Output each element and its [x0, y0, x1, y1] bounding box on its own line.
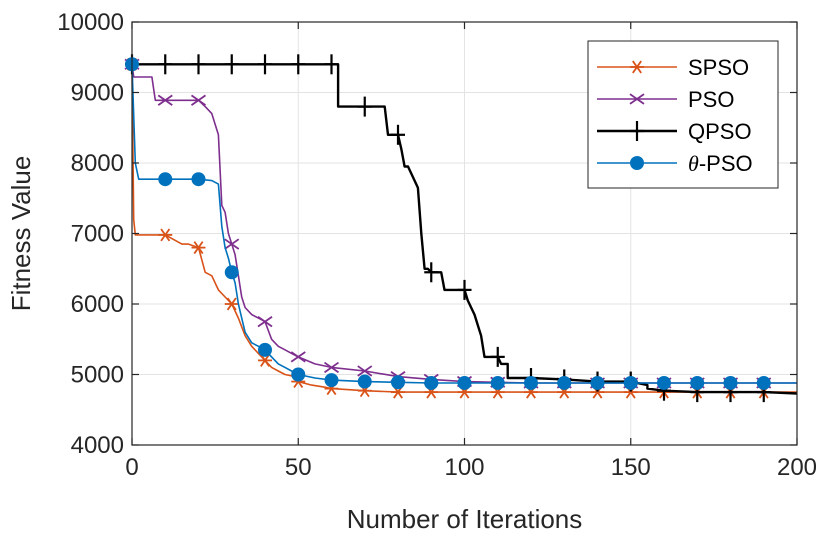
- legend: SPSO PSO QPSO θ-PSO: [587, 40, 779, 189]
- series-marker: [424, 375, 439, 390]
- series-marker: [723, 375, 738, 390]
- series-marker: [490, 375, 505, 390]
- x-tick-label: 200: [777, 454, 817, 481]
- series-marker: [291, 54, 306, 75]
- series-marker: [424, 262, 439, 283]
- series-marker: [224, 54, 239, 75]
- series-line: [131, 64, 797, 393]
- legend-item: QPSO: [597, 119, 752, 144]
- legend-marker: [630, 121, 644, 141]
- x-tick-label: 50: [285, 454, 312, 481]
- series-marker: [357, 374, 372, 389]
- series-marker: [457, 375, 472, 390]
- legend-label: QPSO: [688, 119, 752, 144]
- series-marker: [290, 351, 306, 363]
- y-tick-label: 7000: [71, 221, 124, 248]
- legend-label: SPSO: [688, 55, 749, 80]
- series-marker: [357, 365, 373, 377]
- series-marker: [191, 241, 206, 255]
- x-tick-label: 150: [611, 454, 651, 481]
- series-marker: [690, 375, 705, 390]
- legend-item: θ-PSO: [597, 151, 753, 176]
- series-marker: [524, 375, 538, 390]
- y-tick-label: 9000: [71, 80, 124, 107]
- series-marker: [258, 54, 272, 75]
- y-axis-title: Fitness Value: [6, 156, 36, 312]
- y-tick-label: 8000: [71, 150, 124, 177]
- legend-marker: [630, 156, 644, 170]
- series-marker: [324, 373, 339, 388]
- series-marker: [657, 375, 671, 390]
- series-marker: [224, 265, 239, 280]
- series-marker: [258, 342, 272, 357]
- series-marker: [291, 367, 306, 382]
- series-marker: [190, 94, 207, 106]
- legend-marker: [629, 93, 645, 105]
- series-marker: [623, 375, 638, 390]
- legend-item: SPSO: [597, 55, 749, 80]
- series-marker: [258, 353, 272, 367]
- legend-label: PSO: [688, 87, 734, 112]
- y-tick-label: 6000: [71, 291, 124, 318]
- series-marker: [490, 346, 505, 367]
- series-marker: [756, 375, 771, 390]
- series-marker: [158, 172, 173, 187]
- legend-item: PSO: [597, 87, 734, 112]
- y-tick-label: 5000: [71, 362, 124, 389]
- series-marker: [191, 172, 206, 187]
- series-marker: [391, 375, 405, 390]
- y-tick-label: 10000: [57, 9, 124, 36]
- x-axis-title: Number of Iterations: [347, 504, 583, 534]
- series-marker: [257, 315, 273, 328]
- series-marker: [590, 375, 605, 390]
- series-marker: [323, 361, 340, 374]
- x-tick-label: 100: [444, 454, 484, 481]
- tick-layer: 0 50 100 150 200 4000 5000 6000 7000 8000 9000 1000…: [57, 9, 817, 481]
- series-marker: [224, 297, 239, 311]
- series-marker: [191, 54, 206, 75]
- y-tick-label: 4000: [71, 432, 124, 459]
- series-marker: [324, 54, 339, 75]
- series-marker: [457, 279, 472, 300]
- series-marker: [157, 94, 173, 106]
- legend-marker: [630, 60, 644, 74]
- series-marker: [224, 238, 240, 250]
- series-marker: [158, 228, 173, 242]
- series-marker: [357, 96, 372, 117]
- legend-label: θ-PSO: [688, 151, 753, 176]
- series-marker: [391, 124, 405, 145]
- series-3: [125, 57, 797, 390]
- series-marker: [158, 54, 173, 75]
- series-marker: [557, 375, 572, 390]
- x-tick-label: 0: [125, 454, 138, 481]
